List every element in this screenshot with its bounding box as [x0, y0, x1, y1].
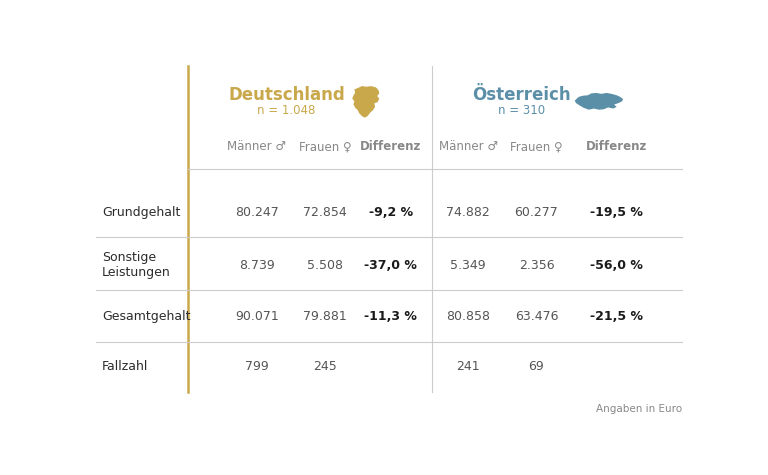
Text: 5.349: 5.349: [450, 259, 486, 272]
Text: Differenz: Differenz: [360, 140, 422, 153]
Text: Männer ♂: Männer ♂: [227, 140, 286, 153]
Text: Grundgehalt: Grundgehalt: [102, 206, 180, 219]
Text: 5.508: 5.508: [307, 259, 343, 272]
Text: n = 1.048: n = 1.048: [257, 104, 316, 116]
Text: Frauen ♀: Frauen ♀: [299, 140, 352, 153]
Text: -11,3 %: -11,3 %: [364, 310, 417, 323]
Text: 60.277: 60.277: [515, 206, 558, 219]
Text: Deutschland: Deutschland: [228, 86, 345, 104]
Text: 8.739: 8.739: [239, 259, 275, 272]
Text: n = 310: n = 310: [498, 104, 545, 116]
Text: 799: 799: [245, 360, 269, 372]
Text: 80.858: 80.858: [446, 310, 490, 323]
Text: Männer ♂: Männer ♂: [439, 140, 498, 153]
Text: 245: 245: [313, 360, 337, 372]
Text: 74.882: 74.882: [446, 206, 490, 219]
PathPatch shape: [353, 86, 379, 118]
Text: 241: 241: [456, 360, 480, 372]
Text: 63.476: 63.476: [515, 310, 558, 323]
Text: -19,5 %: -19,5 %: [591, 206, 644, 219]
Text: 90.071: 90.071: [235, 310, 279, 323]
Text: -9,2 %: -9,2 %: [369, 206, 412, 219]
Text: Sonstige
Leistungen: Sonstige Leistungen: [102, 251, 170, 279]
Text: 79.881: 79.881: [303, 310, 347, 323]
Text: Fallzahl: Fallzahl: [102, 360, 148, 372]
Text: Gesamtgehalt: Gesamtgehalt: [102, 310, 190, 323]
Text: -56,0 %: -56,0 %: [591, 259, 644, 272]
Text: Frauen ♀: Frauen ♀: [510, 140, 563, 153]
Text: 69: 69: [528, 360, 545, 372]
Text: -37,0 %: -37,0 %: [364, 259, 417, 272]
Text: Differenz: Differenz: [586, 140, 647, 153]
PathPatch shape: [574, 93, 623, 110]
Text: 2.356: 2.356: [518, 259, 554, 272]
Text: -21,5 %: -21,5 %: [591, 310, 644, 323]
Text: 80.247: 80.247: [235, 206, 279, 219]
Text: Angaben in Euro: Angaben in Euro: [596, 404, 682, 414]
Text: Österreich: Österreich: [472, 86, 571, 104]
Text: 72.854: 72.854: [303, 206, 347, 219]
